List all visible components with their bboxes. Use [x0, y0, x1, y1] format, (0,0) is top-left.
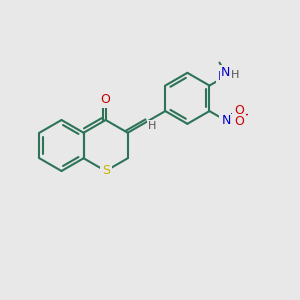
- Text: -: -: [243, 110, 248, 120]
- Text: S: S: [102, 164, 110, 178]
- Text: H: H: [230, 70, 239, 80]
- Text: O: O: [101, 93, 111, 106]
- Text: +: +: [229, 109, 237, 119]
- Text: NH: NH: [218, 70, 236, 83]
- Text: N: N: [221, 114, 231, 127]
- Text: O: O: [234, 116, 244, 128]
- Text: O: O: [234, 104, 244, 117]
- Text: N: N: [221, 67, 230, 80]
- Text: H: H: [148, 122, 157, 131]
